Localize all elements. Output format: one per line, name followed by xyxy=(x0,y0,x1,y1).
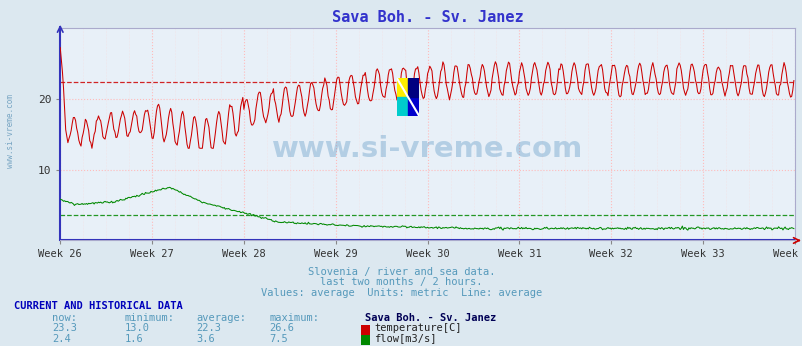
Title: Sava Boh. - Sv. Janez: Sava Boh. - Sv. Janez xyxy=(331,10,523,25)
Text: CURRENT AND HISTORICAL DATA: CURRENT AND HISTORICAL DATA xyxy=(14,301,183,311)
Text: last two months / 2 hours.: last two months / 2 hours. xyxy=(320,277,482,288)
Bar xyxy=(407,78,419,97)
Text: 1.6: 1.6 xyxy=(124,334,143,344)
Text: 2.4: 2.4 xyxy=(52,334,71,344)
Text: now:: now: xyxy=(52,313,77,323)
Bar xyxy=(396,97,407,116)
Text: Sava Boh. - Sv. Janez: Sava Boh. - Sv. Janez xyxy=(365,313,496,323)
Text: temperature[C]: temperature[C] xyxy=(374,324,461,334)
Text: Slovenia / river and sea data.: Slovenia / river and sea data. xyxy=(307,267,495,277)
Text: Values: average  Units: metric  Line: average: Values: average Units: metric Line: aver… xyxy=(261,288,541,298)
Text: average:: average: xyxy=(196,313,246,323)
Text: 22.3: 22.3 xyxy=(196,324,221,334)
Text: minimum:: minimum: xyxy=(124,313,174,323)
Text: 3.6: 3.6 xyxy=(196,334,215,344)
Text: 7.5: 7.5 xyxy=(269,334,287,344)
Text: 23.3: 23.3 xyxy=(52,324,77,334)
Bar xyxy=(407,97,419,116)
Text: flow[m3/s]: flow[m3/s] xyxy=(374,334,436,344)
Bar xyxy=(396,78,407,97)
Text: 13.0: 13.0 xyxy=(124,324,149,334)
Text: 26.6: 26.6 xyxy=(269,324,294,334)
Text: maximum:: maximum: xyxy=(269,313,318,323)
Text: www.si-vreme.com: www.si-vreme.com xyxy=(6,94,15,169)
Text: www.si-vreme.com: www.si-vreme.com xyxy=(272,135,582,163)
